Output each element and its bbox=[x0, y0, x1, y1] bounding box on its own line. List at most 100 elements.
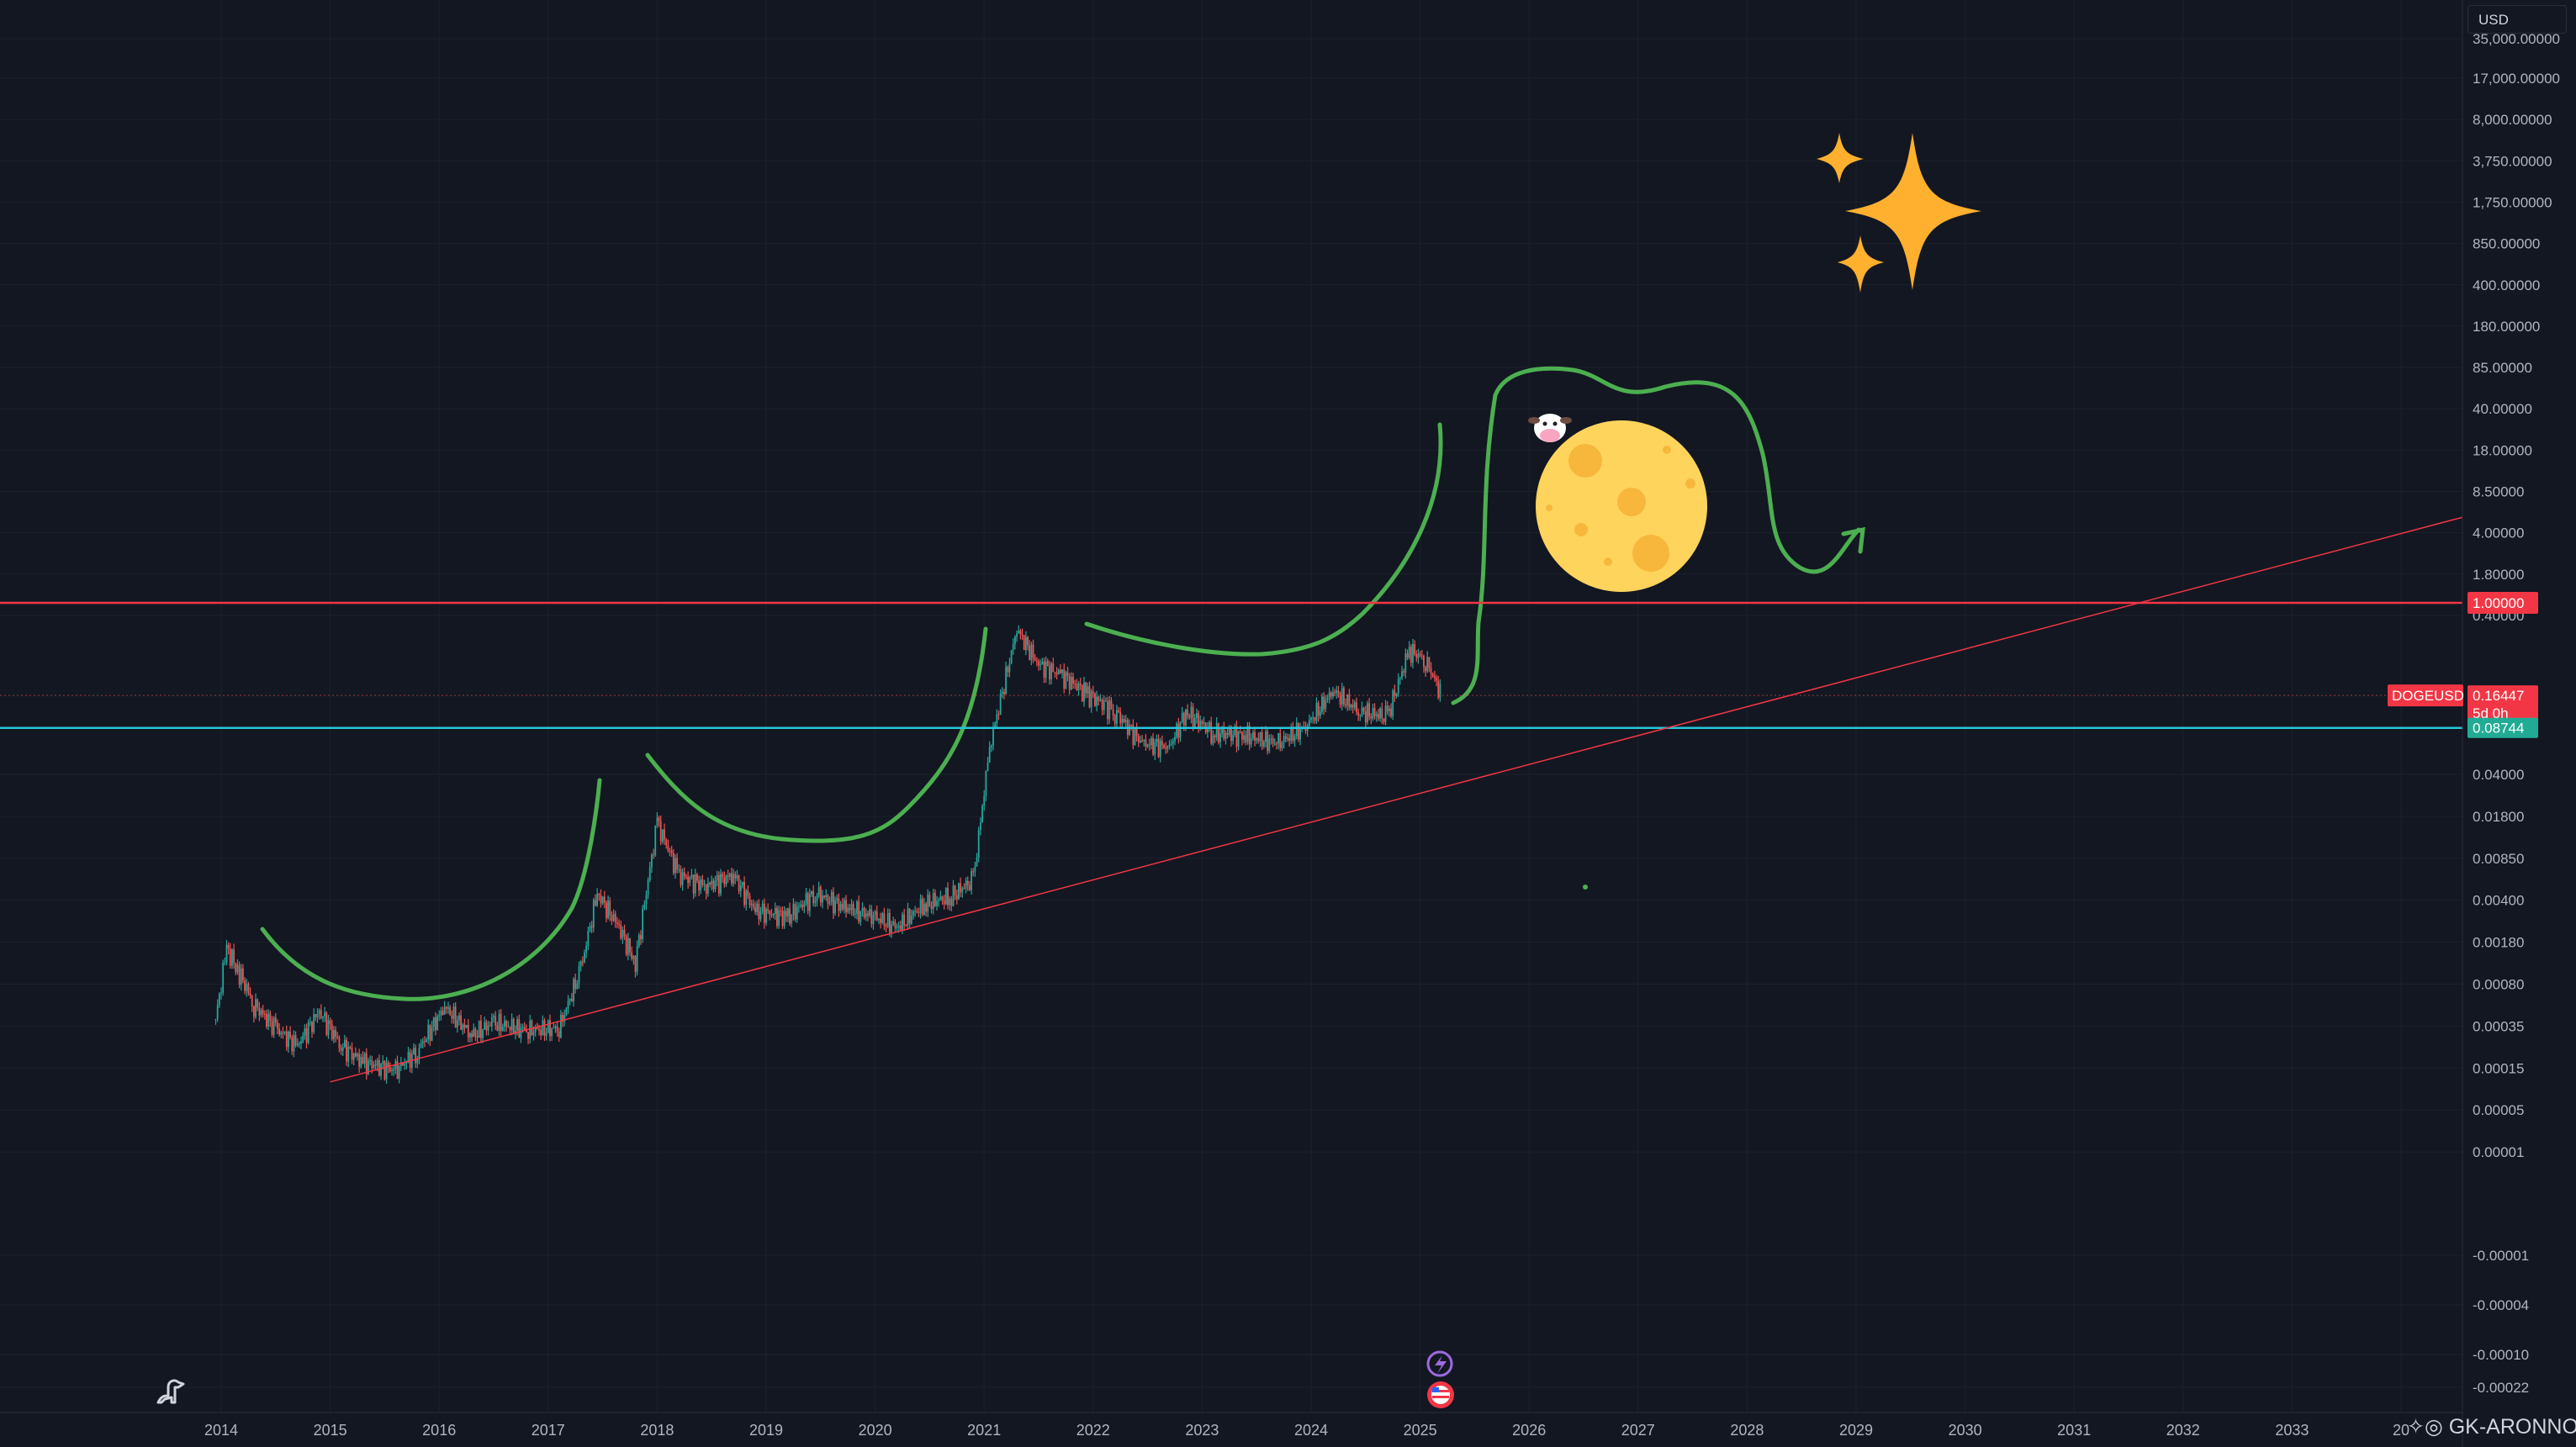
candle-body bbox=[1370, 716, 1373, 719]
candle-body bbox=[1092, 691, 1094, 694]
candle-body bbox=[416, 1059, 419, 1064]
candle-body bbox=[1439, 683, 1441, 699]
candle-body bbox=[420, 1043, 422, 1048]
candle-body bbox=[1152, 738, 1154, 755]
candle-body bbox=[955, 895, 958, 900]
candle-body bbox=[1319, 711, 1321, 716]
candle-body bbox=[523, 1027, 526, 1031]
time-axis-labels[interactable]: 2014 2015 2016 2017 2018 2019 2020 2021 2022 2023… bbox=[204, 1422, 2409, 1439]
candle-body bbox=[380, 1064, 382, 1076]
candle-body bbox=[783, 911, 785, 927]
dinosaur-logo-icon[interactable] bbox=[153, 1370, 192, 1409]
candle-body bbox=[560, 1015, 562, 1038]
candle-body bbox=[373, 1064, 375, 1069]
candle-body bbox=[225, 944, 228, 963]
candle-body bbox=[505, 1021, 508, 1027]
candle-body bbox=[1177, 723, 1180, 738]
candle-body bbox=[822, 895, 823, 903]
candle-body bbox=[1019, 630, 1022, 635]
candle-body bbox=[1287, 737, 1288, 740]
countdown-badge-bg bbox=[2468, 704, 2538, 723]
candle-body bbox=[803, 903, 806, 908]
candle-body bbox=[792, 903, 795, 915]
candle-body bbox=[293, 1035, 295, 1052]
candle-body bbox=[553, 1027, 555, 1029]
candle-body bbox=[1250, 738, 1252, 745]
candle-body bbox=[739, 885, 742, 891]
candle-body bbox=[849, 907, 851, 911]
candle-body bbox=[1150, 738, 1152, 746]
candle-body bbox=[473, 1028, 475, 1038]
candle-body bbox=[930, 906, 933, 910]
candle-body bbox=[242, 968, 244, 981]
candle-body bbox=[447, 1007, 449, 1009]
candle-body bbox=[331, 1024, 333, 1039]
candle-body bbox=[1137, 736, 1140, 742]
author-watermark: ✧◎ GK-ARONNO bbox=[2407, 1414, 2576, 1439]
candle-body bbox=[1293, 736, 1296, 742]
candle-body bbox=[1265, 731, 1267, 742]
candle-body bbox=[236, 964, 239, 973]
candle-body bbox=[454, 1006, 457, 1028]
flash-event-icon[interactable] bbox=[1426, 1350, 1453, 1377]
candle-body bbox=[614, 913, 616, 922]
candle-body bbox=[976, 857, 978, 867]
candle-body bbox=[1045, 661, 1047, 679]
candle-body bbox=[651, 854, 653, 868]
candle-body bbox=[336, 1037, 339, 1038]
candle-body bbox=[1132, 725, 1135, 745]
candle-body bbox=[969, 885, 971, 890]
candle-body bbox=[616, 922, 618, 924]
candle-body bbox=[291, 1037, 294, 1052]
candle-body bbox=[620, 925, 622, 938]
us-flag-event-icon[interactable] bbox=[1427, 1381, 1454, 1408]
candle-body bbox=[736, 875, 738, 879]
candle-body bbox=[787, 908, 789, 916]
candle-body bbox=[1087, 686, 1089, 694]
candle-body bbox=[1181, 712, 1183, 722]
candle-body bbox=[285, 1031, 288, 1048]
candle-body bbox=[678, 869, 680, 870]
candle-body bbox=[1108, 700, 1111, 720]
candle-body bbox=[313, 1014, 315, 1032]
candle-body bbox=[1110, 700, 1113, 710]
candle-body bbox=[949, 898, 951, 906]
candle-body bbox=[460, 1015, 463, 1030]
candle-body bbox=[1077, 683, 1080, 691]
candle-body bbox=[1185, 710, 1187, 726]
currency-selector[interactable]: USD bbox=[2468, 5, 2567, 34]
candle-body bbox=[443, 1006, 446, 1015]
candle-body bbox=[1248, 726, 1251, 745]
candle-body bbox=[700, 879, 702, 891]
candle-body bbox=[596, 893, 599, 906]
candle-body bbox=[558, 1031, 560, 1038]
candle-body bbox=[643, 904, 646, 909]
candle-body bbox=[1029, 645, 1031, 661]
candle-body bbox=[1141, 740, 1144, 742]
candle-body bbox=[218, 993, 220, 1006]
candle-body bbox=[357, 1054, 358, 1057]
candle-body bbox=[819, 886, 822, 903]
candle-body bbox=[603, 896, 606, 903]
candle-body bbox=[333, 1030, 335, 1039]
candle-body bbox=[263, 1013, 266, 1015]
candle-body bbox=[311, 1022, 313, 1032]
candle-body bbox=[316, 1014, 319, 1017]
candle-body bbox=[1161, 741, 1163, 746]
candle-body bbox=[954, 885, 956, 896]
candle-body bbox=[1209, 721, 1210, 728]
candle-body bbox=[934, 892, 936, 906]
candle-body bbox=[1214, 735, 1216, 738]
time-tick-label: 2015 bbox=[314, 1422, 347, 1439]
candle-body bbox=[222, 962, 225, 993]
candle-body bbox=[368, 1060, 369, 1075]
candle-body bbox=[1288, 737, 1290, 742]
candle-body bbox=[1394, 690, 1396, 697]
candle-body bbox=[493, 1016, 495, 1017]
candle-body bbox=[812, 890, 815, 904]
candle-body bbox=[1163, 745, 1165, 748]
candle-body bbox=[839, 903, 842, 911]
candle-body bbox=[1357, 712, 1360, 716]
trend-line[interactable] bbox=[330, 516, 2463, 1083]
